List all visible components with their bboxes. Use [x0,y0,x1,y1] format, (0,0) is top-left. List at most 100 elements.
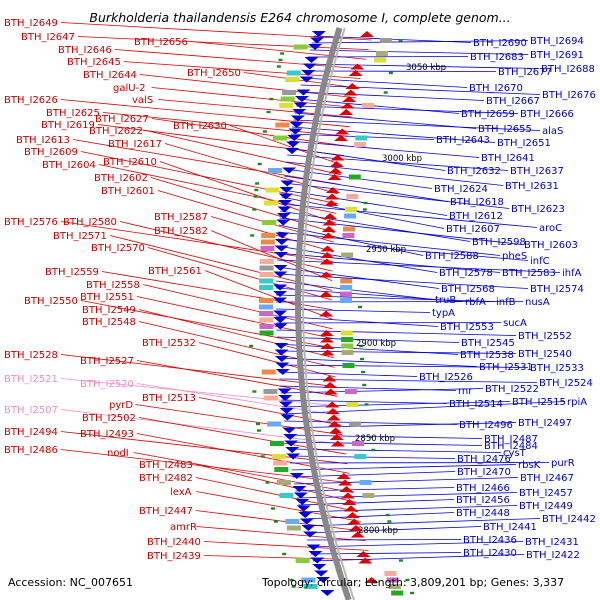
gene-label-left[interactable]: BTH_I2649 [4,18,58,29]
gene-label-left[interactable]: BTH_I2602 [94,173,148,184]
reverse-gene-arrow[interactable] [274,239,289,245]
gene-label-right[interactable]: typA [432,308,455,319]
forward-gene-arrow[interactable] [356,551,371,557]
forward-gene-arrow[interactable] [322,375,337,382]
reverse-gene-arrow[interactable] [278,395,293,401]
feature-box[interactable] [259,285,274,290]
feature-box[interactable] [341,350,354,355]
gene-label-left[interactable]: BTH_I2580 [63,217,117,228]
forward-gene-arrow[interactable] [339,109,354,115]
reverse-gene-arrow[interactable] [274,252,289,258]
gene-label-right[interactable]: BTH_I2670 [469,83,523,94]
forward-gene-arrow[interactable] [319,330,334,336]
gene-label-left[interactable]: BTH_I2582 [154,226,208,237]
reverse-gene-arrow[interactable] [285,447,300,453]
forward-gene-arrow[interactable] [333,135,348,141]
gene-label-right[interactable]: BTH_I2578 [439,268,493,279]
reverse-gene-arrow[interactable] [293,492,308,499]
gene-label-left[interactable]: BTH_I2513 [142,393,196,404]
reverse-gene-arrow[interactable] [284,440,299,447]
gene-label-left[interactable]: BTH_I2570 [91,243,145,254]
feature-box[interactable] [354,454,367,459]
forward-gene-arrow[interactable] [342,499,357,505]
forward-gene-arrow[interactable] [319,291,334,297]
forward-gene-arrow[interactable] [326,414,341,421]
gene-label-left[interactable]: BTH_I2486 [4,445,58,456]
gene-label-right[interactable]: BTH_I2631 [505,181,559,192]
reverse-gene-arrow[interactable] [285,148,300,154]
gene-label-right[interactable]: BTH_I2487 [484,434,538,445]
gene-label-left[interactable]: BTH_I2619 [41,120,95,131]
reverse-gene-arrow[interactable] [310,557,325,564]
forward-gene-arrow[interactable] [319,310,334,317]
feature-box[interactable] [341,343,354,349]
gene-label-right[interactable]: BTH_I2448 [456,508,510,519]
reverse-gene-arrow[interactable] [278,401,293,408]
feature-box[interactable] [259,259,274,264]
forward-gene-arrow[interactable] [320,252,335,258]
gene-label-right[interactable]: BTH_I2637 [510,166,564,177]
reverse-gene-arrow[interactable] [278,193,293,200]
feature-box[interactable] [340,291,353,297]
gene-label-right[interactable]: BTH_I2553 [440,322,494,333]
gene-label-left[interactable]: BTH_I2626 [4,95,58,106]
gene-label-left[interactable]: BTH_I2440 [147,537,201,548]
forward-gene-arrow[interactable] [364,577,379,583]
feature-box[interactable] [279,493,294,498]
gene-label-left[interactable]: BTH_I2576 [4,217,58,228]
forward-gene-arrow[interactable] [338,479,353,486]
gene-label-right[interactable]: BTH_I2667 [486,96,540,107]
forward-gene-arrow[interactable] [343,89,358,96]
reverse-gene-arrow[interactable] [283,434,298,440]
gene-label-left[interactable]: BTH_I2507 [4,405,58,416]
gene-label-right[interactable]: pheS [502,251,527,262]
gene-label-right[interactable]: cysT [503,448,527,459]
forward-gene-arrow[interactable] [320,245,335,252]
gene-label-right[interactable]: BTH_I2688 [541,64,595,75]
gene-label-left[interactable]: BTH_I2482 [139,473,193,484]
feature-box[interactable] [272,454,287,459]
gene-label-right[interactable]: BTH_I2666 [520,109,574,120]
forward-gene-arrow[interactable] [350,531,365,538]
forward-gene-arrow[interactable] [325,187,340,193]
forward-gene-arrow[interactable] [336,473,351,479]
feature-box[interactable] [340,330,353,336]
gene-label-left[interactable]: BTH_I2617 [108,139,162,150]
gene-label-right[interactable]: BTH_I2457 [519,488,573,499]
gene-label-right[interactable]: BTH_I2655 [478,124,532,135]
gene-label-left[interactable]: BTH_I2627 [95,114,149,125]
forward-gene-arrow[interactable] [328,167,343,174]
forward-gene-arrow[interactable] [321,226,336,232]
gene-label-right[interactable]: BTH_I2552 [518,331,572,342]
reverse-gene-arrow[interactable] [287,135,302,141]
forward-gene-arrow[interactable] [323,213,337,219]
gene-label-right[interactable]: BTH_I2607 [446,224,500,235]
gene-label-right[interactable]: BTH_I2623 [511,204,565,215]
gene-label-left[interactable]: BTH_I2527 [80,356,134,367]
feature-box[interactable] [259,311,274,316]
gene-label-left[interactable]: BTH_I2587 [154,212,208,223]
reverse-gene-arrow[interactable] [277,206,292,213]
reverse-gene-arrow[interactable] [303,531,318,538]
feature-box[interactable] [285,519,300,524]
reverse-gene-arrow[interactable] [274,343,289,349]
gene-label-left[interactable]: BTH_I2656 [134,37,188,48]
gene-label-left[interactable]: BTH_I2521 [4,374,58,385]
gene-label-left[interactable]: BTH_I2502 [82,413,136,424]
gene-label-right[interactable]: BTH_I2641 [481,153,535,164]
gene-label-right[interactable]: truB [435,295,456,306]
gene-label-right[interactable]: BTH_I2467 [520,473,574,484]
feature-box[interactable] [261,233,276,238]
gene-label-right[interactable]: BTH_I2515 [512,397,566,408]
feature-box[interactable] [354,142,367,147]
gene-label-left[interactable]: BTH_I2604 [42,160,96,171]
gene-label-left[interactable]: BTH_I2558 [86,280,140,291]
gene-label-right[interactable]: BTH_I2588 [425,251,479,262]
reverse-gene-arrow[interactable] [282,427,297,434]
feature-box[interactable] [359,480,372,485]
gene-label-left[interactable]: BTH_I2493 [80,429,134,440]
forward-gene-arrow[interactable] [330,154,345,161]
forward-gene-arrow[interactable] [323,382,338,388]
feature-box[interactable] [263,389,278,394]
gene-label-left[interactable]: BTH_I2447 [139,506,193,517]
